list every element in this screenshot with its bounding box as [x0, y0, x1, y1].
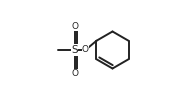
Text: O: O — [82, 46, 89, 54]
Text: O: O — [71, 69, 78, 78]
Text: S: S — [71, 45, 78, 55]
Text: O: O — [71, 22, 78, 31]
